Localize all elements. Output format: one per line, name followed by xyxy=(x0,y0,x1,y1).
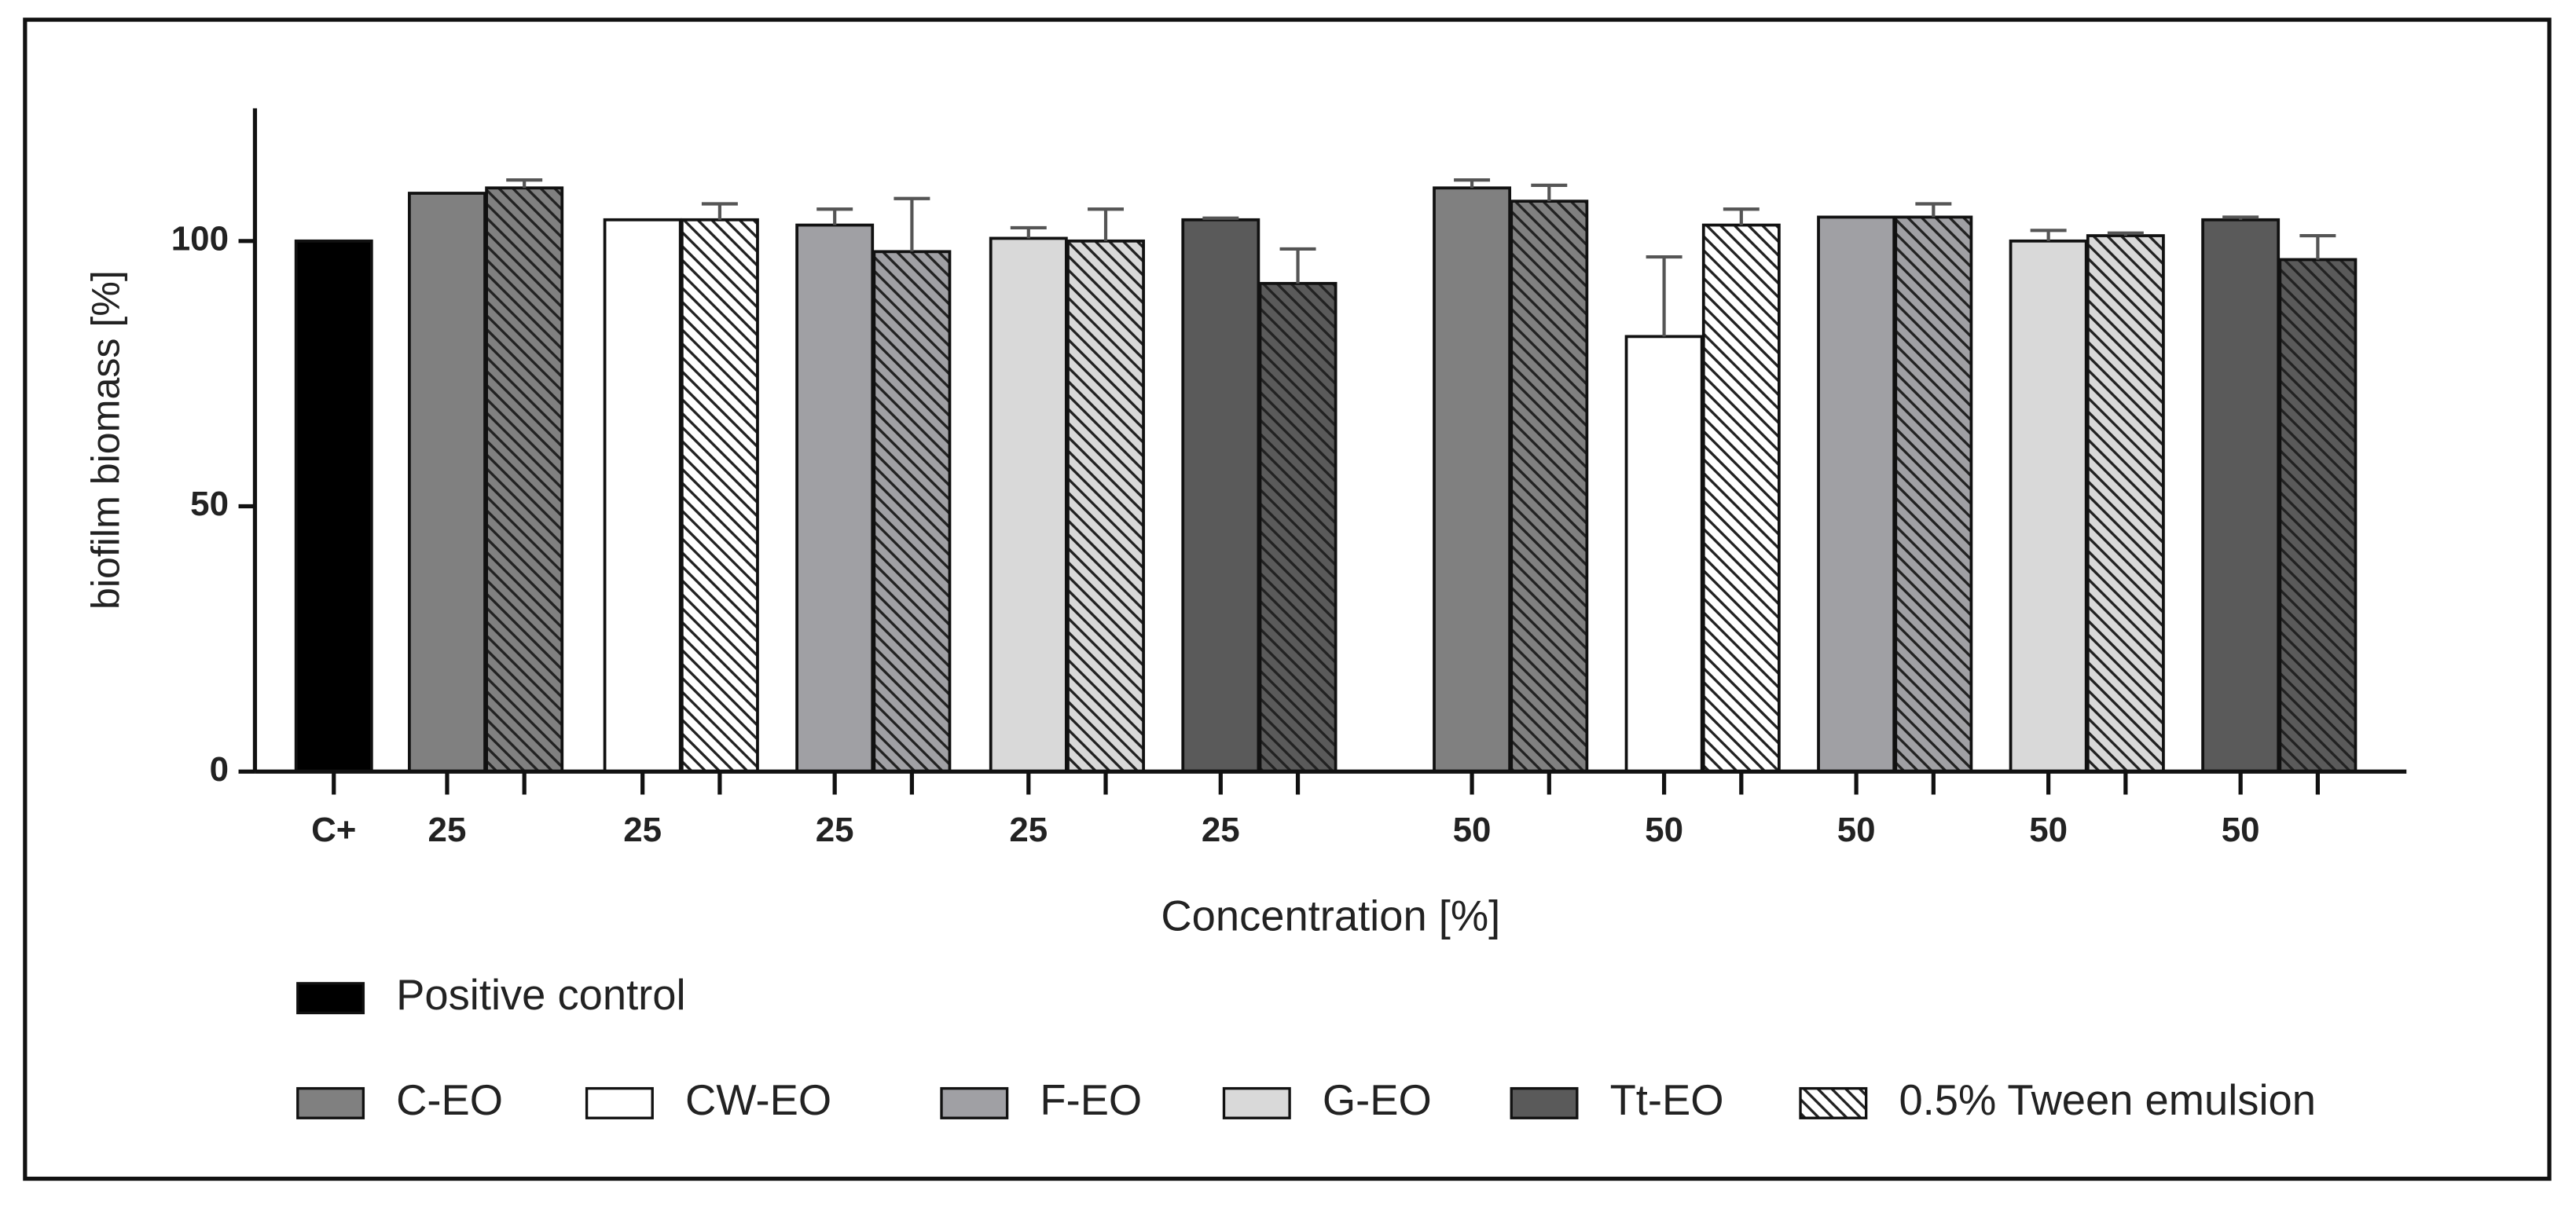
x-tick-label: 50 xyxy=(1645,811,1683,849)
legend-swatch xyxy=(1222,1086,1291,1119)
error-bar xyxy=(2107,231,2144,236)
error-bar xyxy=(1279,247,1316,284)
error-bar xyxy=(2299,233,2336,260)
bar xyxy=(680,218,759,774)
bar xyxy=(485,186,564,774)
error-bar xyxy=(2222,215,2259,220)
x-tick-label: 50 xyxy=(1453,811,1492,849)
x-tick-label: 50 xyxy=(2222,811,2260,849)
bar xyxy=(294,239,373,774)
bar xyxy=(1701,223,1781,774)
legend-swatch xyxy=(1510,1086,1579,1119)
error-bar xyxy=(1723,207,1760,225)
bar xyxy=(2086,234,2165,774)
bar xyxy=(795,223,875,774)
x-axis-label: Concentration [%] xyxy=(1161,892,1500,940)
legend-label: Tt-EO xyxy=(1610,1076,1724,1124)
legend-swatch xyxy=(940,1086,1009,1119)
legend-swatch xyxy=(1799,1086,1868,1119)
bar xyxy=(1066,239,1145,774)
legend-swatch xyxy=(296,982,365,1015)
x-tick-label: 25 xyxy=(1202,811,1240,849)
y-tick-label: 0 xyxy=(210,750,229,789)
error-bar xyxy=(506,178,543,189)
y-tick-label: 50 xyxy=(190,485,229,523)
error-bar xyxy=(1454,178,1491,189)
legend-swatch xyxy=(296,1086,365,1119)
bar xyxy=(2009,239,2088,774)
legend-swatch xyxy=(585,1086,654,1119)
x-tick-label: 25 xyxy=(1009,811,1048,849)
bar xyxy=(1258,281,1338,774)
x-tick-label: 50 xyxy=(1837,811,1876,849)
error-bar xyxy=(1088,207,1125,241)
bar xyxy=(1817,215,1896,774)
bar xyxy=(872,250,952,774)
legend-label: Positive control xyxy=(396,971,685,1019)
error-bar xyxy=(701,202,738,220)
bar xyxy=(1894,215,1973,774)
legend-label: F-EO xyxy=(1040,1076,1142,1124)
legend-label: C-EO xyxy=(396,1076,503,1124)
bar xyxy=(2201,218,2281,774)
bar xyxy=(408,192,486,774)
error-bar xyxy=(1646,255,1682,337)
y-axis-label: biofilm biomass [%] xyxy=(84,270,128,610)
x-tick-label: 25 xyxy=(428,811,467,849)
x-tick-label: 50 xyxy=(2029,811,2068,849)
legend-label: G-EO xyxy=(1323,1076,1432,1124)
error-bar xyxy=(894,196,930,252)
error-bar xyxy=(1915,202,1952,218)
error-bar xyxy=(1010,225,1047,239)
bar xyxy=(1624,335,1704,774)
bar xyxy=(989,236,1068,774)
bar xyxy=(1181,218,1260,774)
bar xyxy=(2278,258,2358,774)
y-tick-label: 100 xyxy=(171,219,229,258)
legend-label: CW-EO xyxy=(685,1076,831,1124)
bar xyxy=(1510,200,1589,774)
x-tick-label: C+ xyxy=(311,811,356,849)
error-bar xyxy=(2030,229,2067,241)
error-bar xyxy=(1531,183,1568,202)
legend-label: 0.5% Tween emulsion xyxy=(1899,1076,2316,1124)
error-bar xyxy=(816,207,853,225)
bar xyxy=(1433,186,1512,774)
x-tick-label: 25 xyxy=(623,811,662,849)
error-bar xyxy=(1202,216,1239,220)
bar xyxy=(603,218,682,774)
x-tick-label: 25 xyxy=(816,811,854,849)
